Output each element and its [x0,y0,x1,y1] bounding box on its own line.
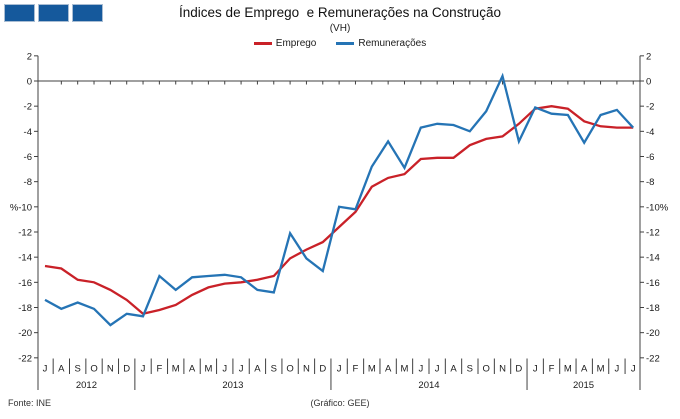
year-label: 2013 [222,380,243,391]
month-label: J [222,364,227,375]
y-tick-label-right: -22 [646,353,660,364]
month-label: A [450,364,457,375]
month-label: F [549,364,555,375]
y-tick-label-left: -20 [18,328,32,339]
y-tick-label-left: -12 [18,227,32,238]
source-note: Fonte: INE [8,398,52,408]
legend-label-emprego: Emprego [275,38,317,49]
year-label: 2015 [573,380,594,391]
y-tick-label-right: -14 [646,253,660,264]
remuneracoes-line [44,72,635,327]
month-label: N [107,364,114,375]
y-tick-label-right: -4 [646,127,654,138]
month-label: J [418,364,423,375]
y-tick-label-right: -12 [646,227,660,238]
y-tick-label-left: -16 [18,278,32,289]
month-label: O [286,364,293,375]
month-label: S [75,364,81,375]
y-tick-label-right: -8 [646,177,654,188]
month-label: S [271,364,277,375]
month-label: J [615,364,620,375]
y-tick-label-left: %-10 [10,202,32,213]
month-label: J [239,364,244,375]
month-label: J [631,364,636,375]
y-tick-label-right: -2 [646,102,654,113]
month-label: N [303,364,310,375]
y-tick-label-right: -20 [646,328,660,339]
y-tick-label-left: -14 [18,253,32,264]
month-label: A [189,364,196,375]
legend-item-remuneracoes: Remunerações [336,38,426,49]
chart-title: Índices de Emprego e Remunerações na Con… [179,5,501,20]
month-label: J [435,364,440,375]
month-label: A [385,364,392,375]
y-tick-label-left: -2 [24,102,32,113]
month-label: N [499,364,506,375]
month-label: A [58,364,65,375]
logo-square-icon [38,4,69,22]
month-label: M [204,364,212,375]
month-label: A [254,364,261,375]
credit-note: (Gráfico: GEE) [310,398,370,408]
logo-square-icon [72,4,103,22]
month-label: S [467,364,473,375]
year-label: 2014 [418,380,439,391]
y-tick-label-right: -16 [646,278,660,289]
y-tick-label-right: -10% [646,202,669,213]
y-tick-label-left: -8 [24,177,32,188]
legend-label-remuneracoes: Remunerações [358,38,427,49]
month-label: O [482,364,489,375]
y-tick-label-left: 0 [27,77,32,88]
month-label: M [172,364,180,375]
month-label: F [156,364,162,375]
month-label: D [319,364,326,375]
logo-square-icon [4,4,35,22]
chart-legend: Emprego Remunerações [0,38,680,49]
month-label: J [533,364,538,375]
y-tick-label-right: -6 [646,152,654,163]
y-tick-label-left: 2 [27,51,32,62]
y-tick-label-right: 2 [646,51,651,62]
y-tick-label-left: -18 [18,303,32,314]
month-label: M [564,364,572,375]
month-label: J [337,364,342,375]
year-label: 2012 [76,380,97,391]
y-tick-label-right: 0 [646,77,651,88]
month-label: J [43,364,48,375]
month-label: O [90,364,97,375]
chart-subtitle: (VH) [329,23,351,34]
month-label: A [581,364,588,375]
month-label: J [141,364,146,375]
y-tick-label-right: -18 [646,303,660,314]
y-tick-label-left: -4 [24,127,32,138]
month-label: M [597,364,605,375]
y-tick-label-left: -6 [24,152,32,163]
month-label: F [353,364,359,375]
remuneracoes-line-swatch-icon [336,42,355,45]
emprego-line-swatch-icon [253,42,272,45]
legend-item-emprego: Emprego [253,38,317,49]
three-blue-squares-logo [4,4,103,22]
month-label: M [401,364,409,375]
month-label: M [368,364,376,375]
month-label: D [515,364,522,375]
month-label: D [123,364,130,375]
y-tick-label-left: -22 [18,353,32,364]
